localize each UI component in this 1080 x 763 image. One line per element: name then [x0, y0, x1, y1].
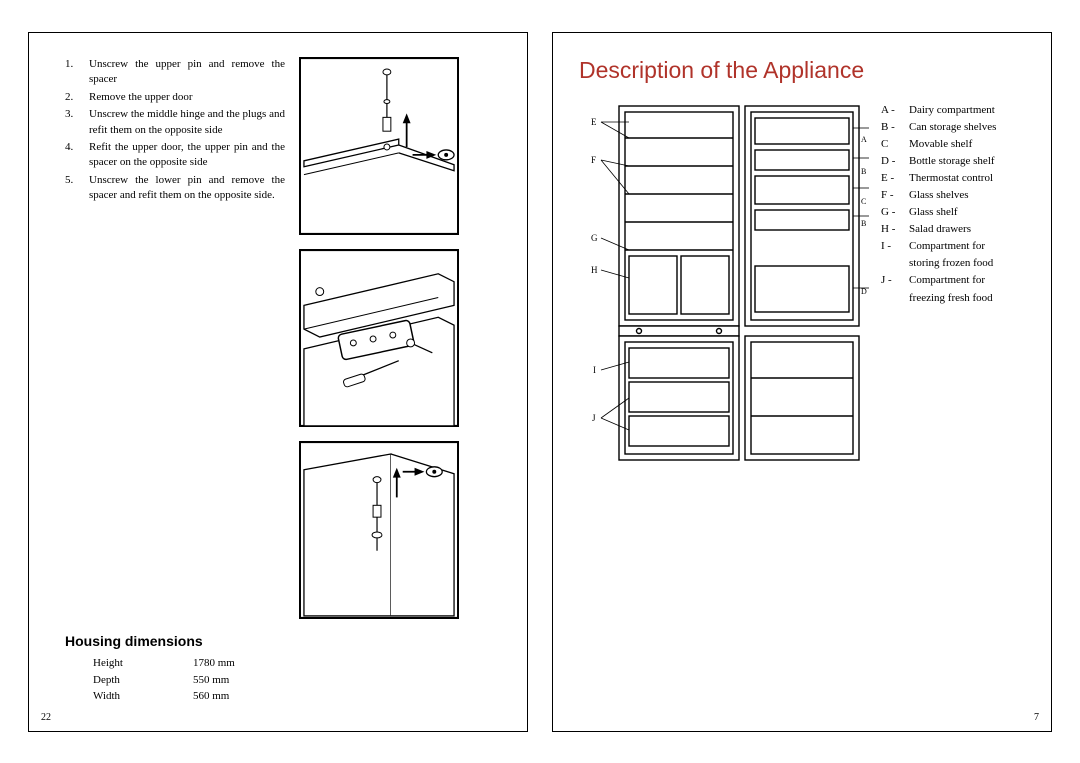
step-number: 2.	[65, 90, 79, 105]
top-columns: 1. Unscrew the upper pin and remove the …	[65, 57, 501, 619]
dimension-value: 1780 mm	[193, 655, 235, 672]
step-text: Remove the upper door	[89, 90, 285, 105]
diagram-label-B: B	[861, 219, 866, 228]
diagram-label-B: B	[861, 167, 866, 176]
instruction-item: 1. Unscrew the upper pin and remove the …	[65, 57, 285, 88]
legend-text: Salad drawers	[909, 221, 1015, 238]
legend-key: C	[881, 136, 905, 153]
diagram-column	[299, 57, 501, 619]
diagram-middle-hinge	[299, 249, 459, 427]
legend-item: A -Dairy compartment	[881, 102, 1015, 119]
diagram-label-A: A	[861, 135, 867, 144]
page-left: 1. Unscrew the upper pin and remove the …	[28, 32, 528, 732]
legend-text: Bottle storage shelf	[909, 153, 1015, 170]
dimension-row: Height 1780 mm	[65, 655, 501, 672]
legend-text: Dairy compartment	[909, 102, 1015, 119]
page-number: 7	[1034, 712, 1039, 723]
instruction-item: 3. Unscrew the middle hinge and the plug…	[65, 107, 285, 138]
diagram-label-G: G	[591, 233, 598, 243]
dimension-row: Depth 550 mm	[65, 672, 501, 689]
step-number: 5.	[65, 173, 79, 204]
legend-key: E -	[881, 170, 905, 187]
legend-item: H -Salad drawers	[881, 221, 1015, 238]
legend-item: D -Bottle storage shelf	[881, 153, 1015, 170]
dimension-value: 550 mm	[193, 672, 229, 689]
legend-key: B -	[881, 119, 905, 136]
legend-key: D -	[881, 153, 905, 170]
step-text: Unscrew the upper pin and remove the spa…	[89, 57, 285, 88]
legend-text: Glass shelves	[909, 187, 1015, 204]
legend-item: I -Compartment for	[881, 238, 1015, 255]
legend-key: J -	[881, 272, 905, 289]
legend-item-cont: storing frozen food	[881, 255, 1015, 272]
diagram-label-H: H	[591, 265, 598, 275]
legend-key: F -	[881, 187, 905, 204]
diagram-label-E: E	[591, 117, 597, 127]
step-number: 3.	[65, 107, 79, 138]
description-layout: E F G H I J A B C B D A -Dairy compartme	[579, 98, 1015, 473]
legend-item: E -Thermostat control	[881, 170, 1015, 187]
legend-key: G -	[881, 204, 905, 221]
legend-key: I -	[881, 238, 905, 255]
legend-item: G -Glass shelf	[881, 204, 1015, 221]
instruction-item: 5. Unscrew the lower pin and remove the …	[65, 173, 285, 204]
legend-column: A -Dairy compartment B -Can storage shel…	[881, 98, 1015, 473]
step-number: 1.	[65, 57, 79, 88]
legend-item: F -Glass shelves	[881, 187, 1015, 204]
step-text: Unscrew the middle hinge and the plugs a…	[89, 107, 285, 138]
legend-text: Movable shelf	[909, 136, 1015, 153]
legend-key: H -	[881, 221, 905, 238]
instruction-item: 2. Remove the upper door	[65, 90, 285, 105]
legend-item: J -Compartment for	[881, 272, 1015, 289]
legend-text: Compartment for	[909, 272, 1015, 289]
diagram-label-D: D	[861, 287, 867, 296]
appliance-diagram-wrap: E F G H I J A B C B D	[579, 98, 869, 473]
legend-text: Thermostat control	[909, 170, 1015, 187]
dimension-value: 560 mm	[193, 688, 229, 705]
instructions-column: 1. Unscrew the upper pin and remove the …	[65, 57, 285, 619]
diagram-lower-pin	[299, 441, 459, 619]
dimension-row: Width 560 mm	[65, 688, 501, 705]
legend-text: Compartment for	[909, 238, 1015, 255]
dimension-label: Height	[93, 655, 193, 672]
dimension-label: Width	[93, 688, 193, 705]
legend-item-cont: freezing fresh food	[881, 290, 1015, 307]
legend-item: B -Can storage shelves	[881, 119, 1015, 136]
instruction-item: 4. Refit the upper door, the upper pin a…	[65, 140, 285, 171]
diagram-label-I: I	[593, 365, 596, 375]
legend-text: Can storage shelves	[909, 119, 1015, 136]
description-heading: Description of the Appliance	[579, 57, 1015, 84]
diagram-label-J: J	[592, 413, 596, 423]
appliance-diagram: E F G H I J A B C B D	[579, 98, 869, 468]
legend-item: CMovable shelf	[881, 136, 1015, 153]
step-text: Refit the upper door, the upper pin and …	[89, 140, 285, 171]
legend-key: A -	[881, 102, 905, 119]
page-number: 22	[41, 712, 51, 723]
dimension-label: Depth	[93, 672, 193, 689]
step-number: 4.	[65, 140, 79, 171]
page-right: Description of the Appliance	[552, 32, 1052, 732]
diagram-label-F: F	[591, 155, 596, 165]
diagram-label-C: C	[861, 197, 866, 206]
instruction-list: 1. Unscrew the upper pin and remove the …	[65, 57, 285, 204]
legend-text: Glass shelf	[909, 204, 1015, 221]
housing-dimensions-heading: Housing dimensions	[65, 633, 501, 649]
step-text: Unscrew the lower pin and remove the spa…	[89, 173, 285, 204]
diagram-upper-pin	[299, 57, 459, 235]
